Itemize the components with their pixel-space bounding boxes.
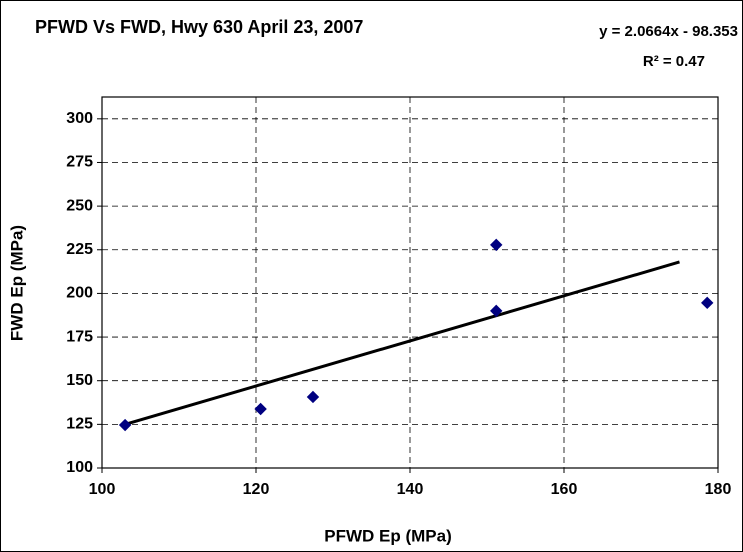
r-squared: R² = 0.47: [643, 53, 705, 70]
x-tick-label: 160: [551, 481, 578, 498]
data-point: [701, 296, 714, 310]
y-tick-label: 275: [66, 154, 93, 171]
data-point: [118, 418, 132, 432]
trendline: [124, 260, 680, 426]
y-tick-label: 250: [66, 197, 93, 214]
y-tick-label: 150: [66, 372, 93, 389]
x-axis-label: PFWD Ep (MPa): [324, 526, 452, 545]
data-point: [254, 402, 267, 416]
y-axis-label: FWD Ep (MPa): [7, 225, 26, 341]
y-tick-label: 100: [66, 459, 93, 476]
trend-equation: y = 2.0664x - 98.353: [599, 23, 738, 40]
chart-title: PFWD Vs FWD, Hwy 630 April 23, 2007: [35, 17, 363, 37]
y-tick-label: 225: [66, 241, 93, 258]
data-point: [490, 238, 503, 252]
plot-border: [101, 96, 719, 469]
y-tick-label: 175: [66, 328, 93, 345]
data-point: [490, 304, 503, 318]
x-tick-label: 120: [243, 481, 270, 498]
y-tick-label: 300: [66, 110, 93, 127]
y-tick-label: 200: [66, 285, 93, 302]
x-tick-label: 100: [89, 481, 116, 498]
data-point: [306, 390, 320, 404]
y-tick-label: 125: [66, 416, 93, 433]
x-tick-label: 140: [397, 481, 424, 498]
x-tick-label: 180: [705, 481, 732, 498]
